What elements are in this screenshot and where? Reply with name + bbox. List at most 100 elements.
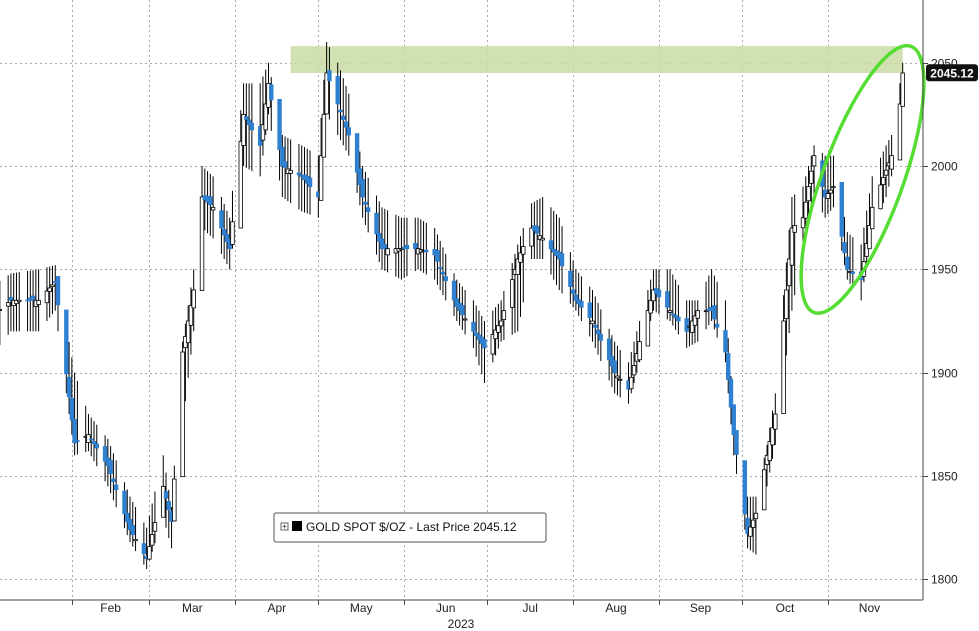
candle-body	[734, 429, 739, 455]
candle-body	[515, 258, 520, 275]
candle-body	[631, 365, 637, 376]
candle-body	[651, 289, 656, 302]
candle-body	[147, 546, 152, 560]
candle-body	[443, 276, 448, 282]
candle-body	[94, 443, 99, 449]
candle-body	[676, 316, 681, 322]
legend-swatch	[292, 521, 302, 531]
candle-body	[111, 478, 116, 483]
candle-body	[462, 318, 468, 321]
candle-body	[221, 229, 227, 236]
candle-body	[839, 181, 844, 237]
candle-body	[673, 315, 678, 318]
candle-body	[645, 310, 651, 347]
candle-body	[587, 302, 592, 318]
candle-body	[490, 334, 496, 355]
candle-body	[753, 512, 759, 520]
candle-body	[451, 280, 457, 301]
candle-body	[166, 500, 171, 511]
candle-body	[726, 353, 731, 380]
candle-body	[471, 321, 476, 332]
candle-body	[404, 244, 410, 250]
axes	[0, 0, 924, 601]
candle-body	[191, 289, 196, 309]
x-tick-label: Jul	[523, 601, 538, 615]
candle-body	[745, 517, 750, 535]
y-tick-label: 1850	[931, 470, 958, 484]
candle-body	[695, 310, 700, 319]
candle-body	[762, 469, 767, 511]
candles	[0, 42, 905, 569]
candle-body	[521, 246, 526, 255]
candle-body	[219, 210, 224, 229]
candle-body	[897, 103, 903, 161]
candle-body	[363, 201, 368, 205]
candle-body	[573, 294, 579, 301]
candle-body	[230, 221, 235, 245]
candle-body	[568, 270, 573, 287]
candle-body	[238, 140, 243, 229]
candle-body	[130, 525, 135, 535]
candle-body	[44, 290, 50, 304]
candle-body	[473, 332, 479, 336]
candle-body	[770, 427, 775, 446]
candle-body	[784, 289, 789, 320]
candle-body	[803, 201, 808, 219]
candle-body	[241, 113, 246, 146]
candle-body	[590, 320, 595, 325]
candle-body	[559, 253, 565, 267]
x-axis-ticks: Feb Mar Apr May Jun Jul Aug Sep Oct Nov	[72, 600, 880, 615]
candle-body	[811, 155, 817, 167]
candle-body	[8, 296, 14, 301]
candle-body	[703, 310, 709, 313]
candle-body	[55, 276, 61, 306]
candle-body	[346, 127, 351, 136]
candle-body	[714, 323, 720, 328]
last-price-pointer	[926, 67, 927, 78]
candle-body	[327, 70, 332, 82]
candle-body	[141, 543, 147, 555]
candle-body	[742, 460, 748, 515]
candle-body	[606, 338, 612, 361]
candle-body	[208, 196, 213, 206]
candle-body	[296, 172, 302, 176]
candle-body	[540, 237, 545, 241]
candle-body	[435, 250, 440, 262]
candle-body	[125, 512, 130, 523]
candle-body	[288, 170, 293, 174]
candle-body	[377, 233, 382, 242]
last-price-label: 2045.12	[930, 66, 974, 80]
candle-body	[307, 177, 313, 188]
candle-body	[318, 155, 324, 201]
candle-body	[767, 441, 772, 461]
candle-body	[881, 177, 886, 185]
candle-body	[579, 300, 584, 308]
candle-body	[108, 460, 113, 475]
candle-body	[72, 419, 77, 444]
x-axis-title: 2023	[448, 617, 475, 631]
x-tick-label: Sep	[690, 601, 712, 615]
candle-body	[548, 240, 554, 250]
candle-body	[374, 212, 379, 235]
x-tick-label: Nov	[859, 601, 880, 615]
candle-body	[379, 238, 385, 250]
candle-body	[185, 320, 191, 344]
candle-body	[66, 376, 72, 398]
candle-body	[867, 225, 872, 250]
x-tick-label: May	[350, 601, 373, 615]
candle-body	[509, 279, 515, 308]
candle-body	[454, 298, 460, 307]
candle-body	[102, 446, 108, 462]
candle-body	[792, 225, 797, 233]
candle-body	[889, 155, 894, 170]
candle-body	[172, 478, 177, 522]
candle-body	[244, 116, 249, 120]
candle-body	[437, 267, 443, 269]
candle-body	[828, 189, 833, 194]
candle-body	[493, 329, 498, 340]
candle-body	[224, 234, 230, 243]
candle-body	[161, 485, 166, 518]
candle-body	[321, 113, 327, 158]
